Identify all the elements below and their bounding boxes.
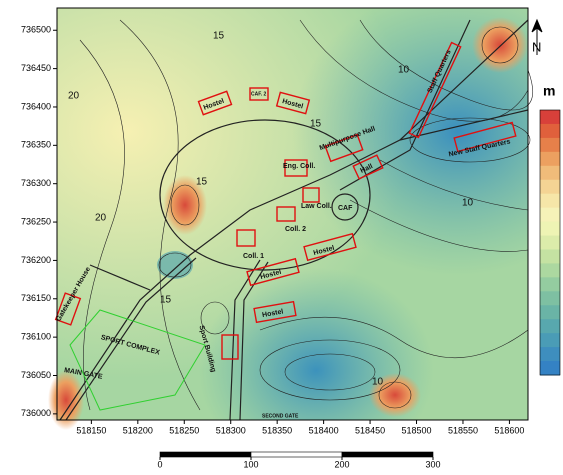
scale-bar-segment bbox=[160, 452, 251, 457]
colorbar-swatch bbox=[540, 180, 560, 194]
x-tick-label: 518600 bbox=[494, 425, 524, 435]
place-label: Law Coll. bbox=[301, 203, 332, 210]
y-tick-label: 736450 bbox=[21, 63, 51, 73]
y-tick-label: 736500 bbox=[21, 25, 51, 35]
contour-label: 10 bbox=[462, 198, 474, 209]
y-tick-label: 736100 bbox=[21, 332, 51, 342]
y-tick-label: 736350 bbox=[21, 140, 51, 150]
colorbar-swatch bbox=[540, 319, 560, 333]
contour-label: 10 bbox=[372, 377, 384, 388]
x-tick-label: 518300 bbox=[216, 425, 246, 435]
place-label: Coll. 2 bbox=[285, 226, 306, 233]
contour-label: 20 bbox=[95, 213, 107, 224]
contour-label: 15 bbox=[310, 119, 322, 130]
x-tick-label: 518200 bbox=[123, 425, 153, 435]
colorbar-swatch bbox=[540, 333, 560, 347]
contour-label: 20 bbox=[68, 91, 80, 102]
x-tick-label: 518500 bbox=[401, 425, 431, 435]
colorbar-swatch bbox=[540, 291, 560, 305]
north-label: N bbox=[532, 39, 541, 54]
colorbar-swatch bbox=[540, 361, 560, 375]
colorbar-swatch bbox=[540, 152, 560, 166]
legend-title: m bbox=[543, 83, 555, 99]
y-tick-label: 736250 bbox=[21, 216, 51, 226]
colorbar-swatch bbox=[540, 263, 560, 277]
colorbar-swatch bbox=[540, 249, 560, 263]
y-tick-label: 736000 bbox=[21, 408, 51, 418]
colorbar-swatch bbox=[540, 110, 560, 124]
place-label: Eng. Coll. bbox=[283, 163, 315, 170]
scale-bar-segment bbox=[342, 452, 433, 457]
x-tick-label: 518450 bbox=[355, 425, 385, 435]
scale-bar-label: 300 bbox=[425, 459, 440, 469]
y-tick-label: 736200 bbox=[21, 255, 51, 265]
contour-label: 10 bbox=[398, 65, 410, 76]
y-tick-label: 736150 bbox=[21, 293, 51, 303]
contour-label: 15 bbox=[160, 295, 172, 306]
x-tick-label: 518150 bbox=[76, 425, 106, 435]
place-label: Coll. 1 bbox=[243, 253, 264, 260]
colorbar-swatch bbox=[540, 347, 560, 361]
place-label: SECOND GATE bbox=[262, 413, 299, 419]
scale-bar-label: 0 bbox=[157, 459, 162, 469]
contour-label: 15 bbox=[196, 177, 208, 188]
north-arrow: N bbox=[532, 20, 542, 55]
x-tick-label: 518350 bbox=[262, 425, 292, 435]
scale-bar-label: 200 bbox=[334, 459, 349, 469]
contour-label: 15 bbox=[213, 31, 225, 42]
colorbar-swatch bbox=[540, 305, 560, 319]
colorbar-swatch bbox=[540, 208, 560, 222]
y-tick-label: 736400 bbox=[21, 101, 51, 111]
x-tick-label: 518550 bbox=[448, 425, 478, 435]
x-tick-label: 518400 bbox=[309, 425, 339, 435]
colorbar-swatch bbox=[540, 194, 560, 208]
colorbar-swatch bbox=[540, 124, 560, 138]
y-tick-label: 736050 bbox=[21, 370, 51, 380]
map-field bbox=[48, 8, 533, 430]
y-tick-label: 736300 bbox=[21, 178, 51, 188]
colorbar-swatch bbox=[540, 236, 560, 250]
colorbar-swatch bbox=[540, 138, 560, 152]
colorbar-swatch bbox=[540, 277, 560, 291]
colorbar-swatch bbox=[540, 166, 560, 180]
scale-bar-label: 100 bbox=[243, 459, 258, 469]
x-tick-label: 518250 bbox=[169, 425, 199, 435]
colorbar-swatch bbox=[540, 222, 560, 236]
place-label: CAF. 2 bbox=[251, 91, 267, 97]
place-label: CAF bbox=[338, 205, 353, 212]
scale-bar-segment bbox=[251, 452, 342, 457]
map-figure: 15 20 10 15 20 15 10 10 15 Hostel Hostel… bbox=[0, 0, 563, 470]
